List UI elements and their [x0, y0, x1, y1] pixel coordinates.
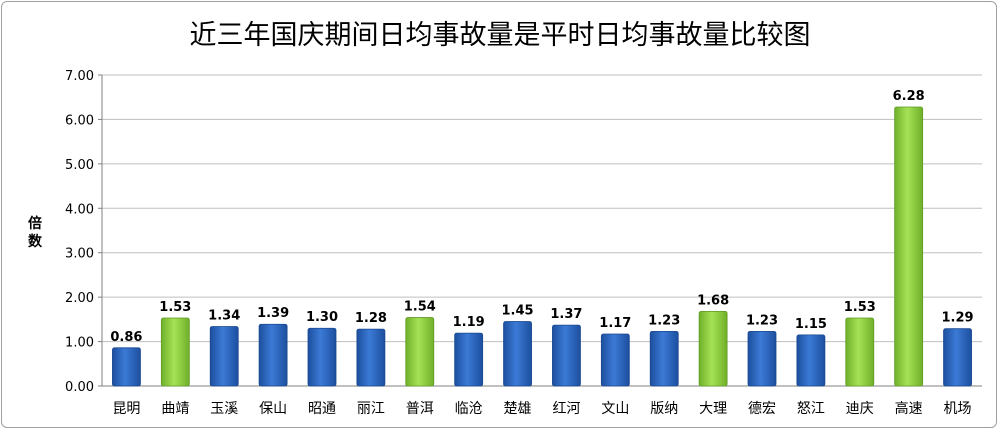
category-label: 曲靖 — [161, 401, 189, 417]
y-axis-label-char: 倍 — [28, 215, 42, 232]
chart-title: 近三年国庆期间日均事故量是平时日均事故量比较图 — [190, 20, 811, 51]
y-tick-label: 4.00 — [65, 202, 94, 217]
bar-高速 — [894, 106, 924, 387]
bar-普洱 — [405, 317, 435, 387]
bar-昆明 — [112, 347, 141, 387]
bar-昭通 — [307, 327, 337, 387]
value-label: 1.53 — [844, 300, 876, 315]
value-label: 1.37 — [550, 307, 582, 322]
y-tick-label: 2.00 — [65, 291, 94, 306]
bar-保山 — [258, 323, 288, 387]
bar-怒江 — [796, 334, 826, 387]
category-label: 机场 — [944, 401, 972, 417]
value-label: 1.23 — [648, 313, 680, 328]
category-label: 普洱 — [406, 401, 434, 417]
bar-版纳 — [649, 330, 679, 387]
category-label: 玉溪 — [210, 401, 238, 417]
value-label: 1.53 — [159, 300, 191, 315]
category-label: 高速 — [895, 400, 923, 417]
value-label: 1.45 — [502, 304, 534, 319]
value-label: 1.54 — [404, 300, 436, 315]
y-tick-label: 1.00 — [65, 336, 94, 351]
value-label: 1.19 — [453, 315, 485, 330]
value-label: 1.17 — [599, 316, 631, 331]
bar-曲靖 — [160, 317, 190, 387]
category-label: 版纳 — [650, 401, 678, 417]
category-label: 楚雄 — [504, 401, 532, 417]
bar-临沧 — [454, 332, 484, 387]
y-tick-label: 6.00 — [65, 113, 94, 128]
category-label: 丽江 — [357, 401, 385, 417]
category-label: 临沧 — [455, 400, 483, 417]
y-axis-label: 倍数 — [28, 215, 43, 250]
category-label: 昭通 — [308, 401, 336, 417]
y-tick-label: 3.00 — [65, 247, 94, 262]
bar-德宏 — [747, 330, 777, 387]
value-label: 1.30 — [306, 310, 338, 325]
category-label: 德宏 — [748, 401, 776, 417]
bar-楚雄 — [503, 321, 532, 387]
y-tick-label: 5.00 — [65, 158, 94, 173]
value-label: 1.15 — [795, 317, 827, 332]
value-label: 1.34 — [208, 308, 240, 323]
category-label: 怒江 — [797, 401, 825, 417]
y-tick-label: 0.00 — [65, 380, 94, 395]
bar-机场 — [943, 328, 972, 387]
bar-文山 — [600, 333, 630, 387]
bar-丽江 — [356, 328, 386, 387]
y-tick-label: 7.00 — [65, 69, 94, 84]
category-label: 文山 — [601, 401, 629, 417]
bar-红河 — [552, 324, 581, 387]
category-label: 保山 — [259, 401, 287, 417]
value-label: 1.23 — [746, 313, 778, 328]
value-label: 1.29 — [942, 311, 974, 326]
bar-迪庆 — [845, 317, 875, 387]
category-label: 红河 — [552, 401, 580, 417]
value-label: 0.86 — [110, 330, 142, 345]
value-label: 6.28 — [893, 89, 925, 104]
value-label: 1.68 — [697, 293, 729, 308]
bar-大理 — [698, 310, 728, 387]
bar-玉溪 — [209, 326, 239, 387]
category-label: 昆明 — [112, 401, 140, 417]
category-label: 大理 — [699, 401, 727, 417]
category-label: 迪庆 — [846, 401, 874, 417]
value-label: 1.28 — [355, 311, 387, 326]
value-label: 1.39 — [257, 306, 289, 321]
y-axis-label-char: 数 — [28, 233, 43, 250]
